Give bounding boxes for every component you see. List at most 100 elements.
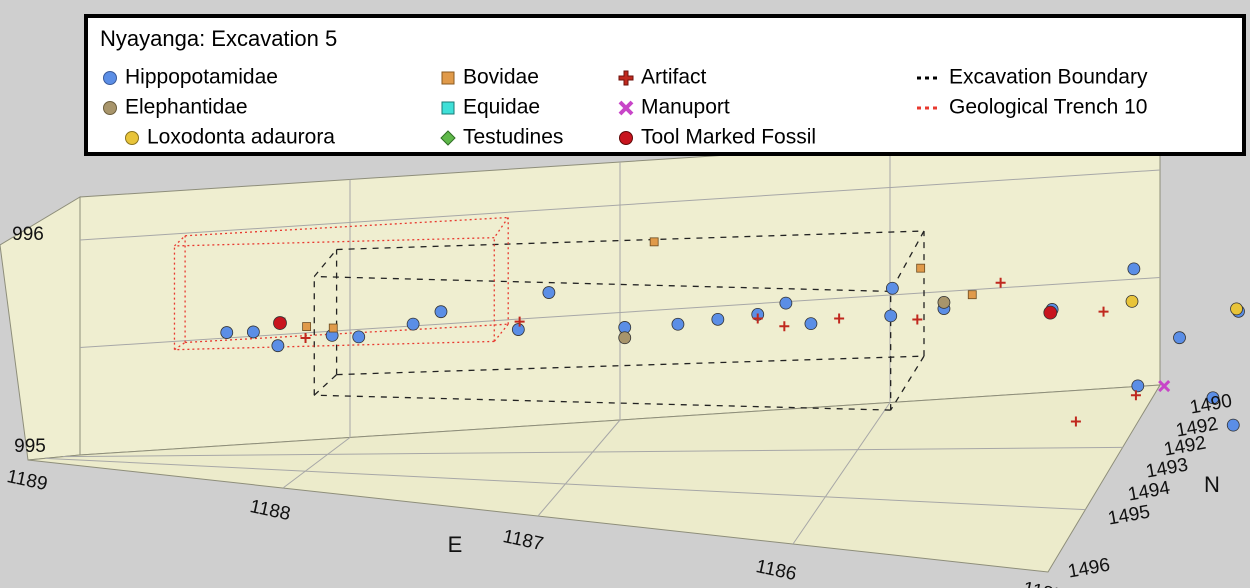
legend-label: Manuport — [641, 95, 730, 119]
data-point — [1173, 331, 1186, 345]
gridlines — [45, 144, 1161, 545]
legend-label: Tool Marked Fossil — [641, 125, 817, 149]
gridline — [79, 169, 1161, 241]
legend-item-manuport: Manuport — [618, 96, 730, 118]
data-point — [246, 325, 260, 339]
e-axis-tick: 1189 — [5, 466, 49, 495]
data-point — [884, 309, 898, 323]
data-point — [511, 323, 525, 336]
data-point — [300, 332, 311, 343]
legend-item-bovidae: Bovidae — [440, 66, 539, 88]
data-point — [542, 286, 556, 299]
n-axis-tick: 1496 — [1066, 555, 1111, 583]
gridline — [45, 457, 1086, 511]
circle-marker-icon — [618, 129, 634, 146]
legend-item-geological-trench: Geological Trench 10 — [916, 96, 1147, 118]
n-axis-tick: 1494 — [1126, 477, 1172, 505]
data-point — [1130, 390, 1141, 401]
geological-trench-10-edge — [174, 237, 495, 247]
plus-marker-icon — [618, 69, 634, 86]
excavation-boundary-edge — [890, 355, 925, 411]
data-point — [1226, 418, 1240, 432]
legend-label: Equidae — [463, 95, 541, 119]
series-loxodonta-adaurora — [1125, 294, 1243, 316]
data-point — [1230, 302, 1243, 316]
legend-label: Testudines — [463, 125, 564, 149]
data-point — [1131, 379, 1145, 393]
legend-label: Geological Trench 10 — [949, 95, 1148, 119]
data-point — [1206, 391, 1220, 405]
data-point — [834, 313, 845, 324]
axes: 11891188118711861185E1490149214921493149… — [5, 224, 1234, 588]
data-point — [671, 317, 685, 331]
legend-item-tool-marked-fossil: Tool Marked Fossil — [618, 126, 816, 148]
circle-marker-icon — [102, 69, 118, 86]
geological-trench-10-edge — [174, 340, 495, 351]
data-point — [271, 339, 285, 353]
data-point — [352, 330, 366, 344]
data-point — [649, 237, 659, 247]
series-artifact — [300, 277, 1141, 427]
data-point — [1098, 306, 1109, 317]
e-axis-tick: 1186 — [754, 556, 798, 585]
data-point — [1127, 262, 1141, 276]
e-axis-tick: 1187 — [501, 526, 545, 555]
square-marker-icon — [440, 69, 456, 85]
legend-label: Hippopotamidae — [125, 65, 278, 89]
legend-item-artifact: Artifact — [618, 66, 706, 88]
boundary-boxes — [173, 216, 925, 411]
series-hippopotamidae — [220, 262, 1245, 432]
geological-trench-10-edge — [185, 323, 509, 344]
excavation-boundary-edge — [313, 374, 338, 396]
excavation-boundary-edge — [314, 394, 891, 411]
series-manuport — [1158, 380, 1171, 393]
data-point — [273, 316, 287, 330]
e-axis-tick: 1188 — [248, 496, 292, 525]
data-point — [1070, 416, 1081, 427]
square-marker-icon — [440, 99, 456, 115]
n-axis-tick: 1495 — [1106, 502, 1151, 530]
excavation-boundary-edge — [313, 249, 338, 277]
data-point — [1125, 294, 1139, 308]
data-markers — [220, 237, 1245, 432]
n-axis-label: N — [1204, 472, 1220, 497]
excavation-boundary-edge — [336, 230, 925, 251]
data-point — [514, 316, 525, 327]
series-elephantidae — [618, 295, 951, 345]
legend: Nyayanga: Excavation 5 Hippopotamidae El… — [84, 14, 1246, 156]
data-point — [885, 281, 899, 295]
data-point — [804, 317, 818, 331]
data-point — [779, 321, 790, 332]
geological-trench-10-edge — [493, 323, 509, 342]
z-axis-tick: 995 — [14, 436, 46, 457]
legend-label: Bovidae — [463, 65, 539, 89]
legend-label: Artifact — [641, 65, 707, 89]
excavation-boundary-edge — [314, 275, 891, 293]
legend-item-excavation-boundary: Excavation Boundary — [916, 66, 1147, 88]
data-point — [406, 317, 420, 331]
gridline — [792, 402, 891, 545]
e-axis-tick: 1185 — [1021, 578, 1065, 588]
data-point — [711, 312, 725, 326]
diamond-marker-icon — [440, 129, 456, 147]
circle-marker-icon — [102, 99, 118, 116]
geological-trench-10 — [173, 216, 509, 351]
data-point — [220, 326, 234, 339]
geological-trench-10-edge — [174, 341, 186, 351]
data-point — [937, 295, 951, 309]
legend-label: Excavation Boundary — [949, 65, 1148, 89]
dotted-line-icon — [916, 99, 942, 115]
data-point — [618, 331, 632, 345]
x-marker-icon — [618, 99, 634, 116]
legend-title: Nyayanga: Excavation 5 — [100, 26, 338, 51]
excavation-boundary — [313, 230, 925, 411]
legend-label: Loxodonta adaurora — [147, 125, 335, 149]
gridline — [537, 419, 621, 517]
data-point — [328, 323, 338, 333]
dashed-line-icon — [916, 69, 942, 85]
gridline — [282, 437, 351, 489]
data-point — [1043, 305, 1058, 320]
data-point — [912, 314, 923, 325]
